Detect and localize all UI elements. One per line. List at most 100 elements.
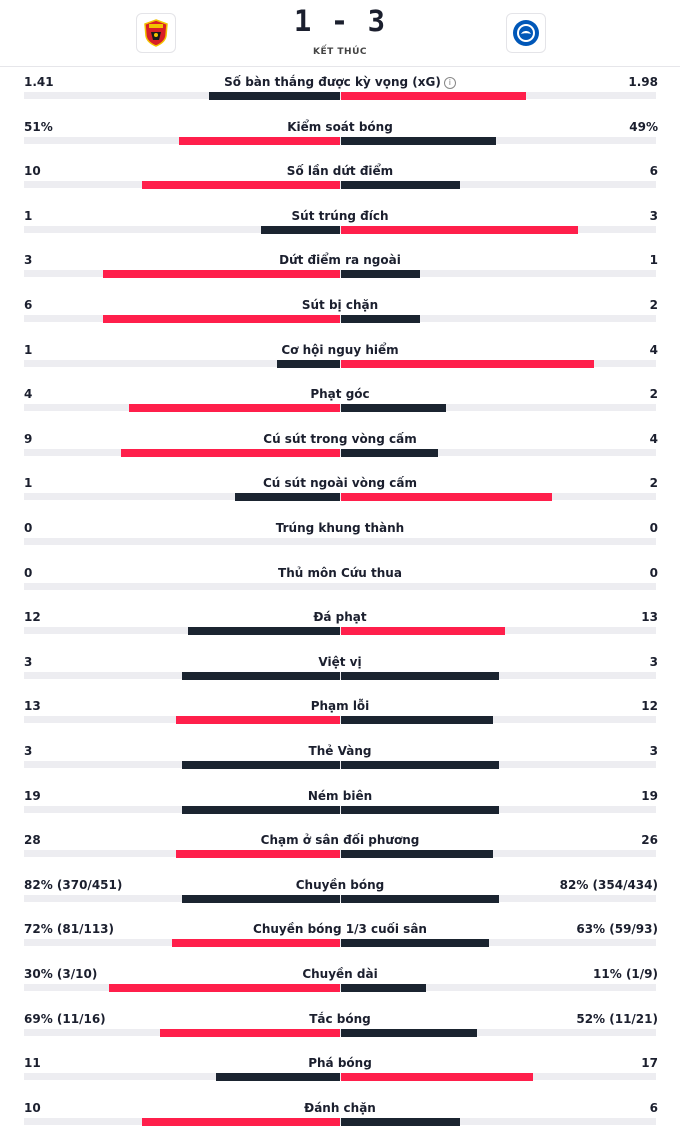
away-stat-value: 1 bbox=[649, 253, 658, 268]
away-stat-value: 6 bbox=[649, 1100, 658, 1115]
stat-label-text: Trúng khung thành bbox=[275, 521, 405, 535]
away-stat-bar bbox=[341, 1073, 533, 1082]
stat-label-text: Sút trúng đích bbox=[291, 208, 389, 223]
stat-row: 0 Trúng khung thành 0 bbox=[0, 521, 680, 565]
stat-label-text: Số bàn thắng được kỳ vọng (xG) bbox=[224, 75, 441, 89]
home-stat-bar bbox=[121, 448, 340, 457]
stat-bar-track bbox=[24, 136, 656, 144]
home-stat-bar bbox=[129, 404, 340, 413]
away-stat-bar bbox=[341, 1028, 477, 1037]
home-stat-bar bbox=[160, 1028, 340, 1037]
stat-row: 72% (81/113) Chuyền bóng 1/3 cuối sân 63% … bbox=[0, 922, 680, 966]
stat-label: Chuyền dài bbox=[0, 967, 680, 981]
stat-bar-track bbox=[24, 984, 656, 991]
stat-label: Phạt góc bbox=[0, 387, 680, 401]
home-stat-value: 1 bbox=[24, 208, 33, 223]
stat-row: 1.41 Số bàn thắng được kỳ vọng (xG) i 1.98 bbox=[0, 75, 680, 119]
home-stat-value: 72% (81/113) bbox=[24, 922, 114, 937]
manchester-united-crest-icon bbox=[144, 19, 168, 47]
away-stat-bar bbox=[341, 92, 526, 100]
match-header: 1 - 3 KẾT THÚC bbox=[0, 0, 680, 67]
away-stat-value: 52% (11/21) bbox=[576, 1011, 658, 1026]
stat-bar-track bbox=[24, 493, 656, 501]
home-stat-bar bbox=[182, 671, 340, 680]
stat-label: Ném biên bbox=[0, 789, 680, 803]
away-stat-bar bbox=[341, 1117, 460, 1126]
home-stat-value: 19 bbox=[24, 788, 41, 803]
stat-row: 28 Chạm ở sân đối phương 26 bbox=[0, 833, 680, 877]
home-stat-value: 1.41 bbox=[24, 75, 54, 89]
stat-label-text: Chuyền dài bbox=[302, 967, 378, 981]
home-stat-bar bbox=[277, 359, 340, 368]
stat-bar-track bbox=[24, 582, 656, 590]
stat-row: 0 Thủ môn Cứu thua 0 bbox=[0, 566, 680, 610]
stat-label: Dứt điểm ra ngoài bbox=[0, 253, 680, 267]
home-stat-value: 13 bbox=[24, 699, 41, 714]
home-stat-value: 9 bbox=[24, 431, 33, 446]
stat-label-text: Đánh chặn bbox=[304, 1100, 376, 1115]
away-stat-value: 2 bbox=[649, 387, 658, 402]
stat-label: Phá bóng bbox=[0, 1056, 680, 1070]
stat-bar-track bbox=[24, 404, 656, 412]
home-stat-value: 51% bbox=[24, 119, 53, 134]
stat-label: Phạm lỗi bbox=[0, 699, 680, 713]
stat-label-text: Kiểm soát bóng bbox=[287, 119, 393, 134]
stat-label: Thẻ Vàng bbox=[0, 744, 680, 758]
away-stat-value: 0 bbox=[649, 521, 658, 535]
home-stat-bar bbox=[176, 716, 340, 725]
home-stat-value: 0 bbox=[24, 521, 33, 535]
away-team-logo[interactable] bbox=[506, 13, 546, 53]
away-stat-value: 2 bbox=[649, 476, 658, 491]
stat-bar-track bbox=[24, 805, 656, 813]
stat-label-text: Tắc bóng bbox=[309, 1011, 371, 1026]
info-icon[interactable]: i bbox=[443, 77, 456, 89]
home-stat-bar bbox=[216, 1073, 340, 1082]
stat-label-text: Chạm ở sân đối phương bbox=[260, 833, 420, 848]
stat-label: Trúng khung thành bbox=[0, 521, 680, 535]
stat-bar-track bbox=[24, 716, 656, 724]
away-stat-bar bbox=[341, 894, 499, 903]
home-team-logo[interactable] bbox=[136, 13, 176, 53]
stat-label-text: Đá phạt bbox=[313, 610, 367, 625]
away-stat-value: 19 bbox=[641, 788, 658, 803]
stat-bar-track bbox=[24, 270, 656, 278]
stat-bar-track bbox=[24, 894, 656, 902]
stat-row: 3 Thẻ Vàng 3 bbox=[0, 744, 680, 788]
away-stat-value: 3 bbox=[649, 208, 658, 223]
stat-label-text: Thủ môn Cứu thua bbox=[278, 565, 402, 580]
stat-label: Sút bị chặn bbox=[0, 298, 680, 312]
home-stat-bar bbox=[103, 270, 340, 279]
away-stat-bar bbox=[341, 359, 594, 368]
stat-label: Đánh chặn bbox=[0, 1101, 680, 1115]
stat-bar-track bbox=[24, 538, 656, 545]
away-stat-value: 13 bbox=[641, 610, 658, 625]
home-stat-value: 0 bbox=[24, 565, 33, 580]
stat-row: 10 Đánh chặn 6 bbox=[0, 1101, 680, 1141]
stat-label-text: Phạt góc bbox=[310, 387, 370, 402]
away-stat-bar bbox=[341, 493, 552, 502]
stat-bar-track bbox=[24, 225, 656, 233]
stat-label: Thủ môn Cứu thua bbox=[0, 566, 680, 580]
stat-row: 30% (3/10) Chuyền dài 11% (1/9) bbox=[0, 967, 680, 1011]
stat-bar-track bbox=[24, 850, 656, 858]
stat-bar-track bbox=[24, 359, 656, 367]
home-stat-value: 82% (370/451) bbox=[24, 877, 123, 892]
home-stat-bar bbox=[209, 92, 340, 100]
stat-row: 51% Kiểm soát bóng 49% bbox=[0, 120, 680, 164]
stat-label-text: Chuyền bóng bbox=[295, 877, 385, 892]
away-stat-value: 12 bbox=[641, 699, 658, 714]
stat-bar-track bbox=[24, 761, 656, 768]
away-stat-bar bbox=[341, 984, 426, 992]
home-stat-bar bbox=[109, 984, 340, 992]
stat-row: 19 Ném biên 19 bbox=[0, 789, 680, 833]
away-stat-value: 11% (1/9) bbox=[593, 967, 658, 981]
stat-label: Việt vị bbox=[0, 655, 680, 669]
home-stat-value: 10 bbox=[24, 1100, 41, 1115]
stat-label: Chuyền bóng 1/3 cuối sân bbox=[0, 922, 680, 936]
stat-label: Đá phạt bbox=[0, 610, 680, 624]
away-stat-bar bbox=[341, 805, 499, 814]
match-status: KẾT THÚC bbox=[313, 47, 367, 57]
away-stat-value: 2 bbox=[649, 298, 658, 312]
home-stat-value: 10 bbox=[24, 164, 41, 179]
stat-label-text: Sút bị chặn bbox=[301, 298, 379, 312]
